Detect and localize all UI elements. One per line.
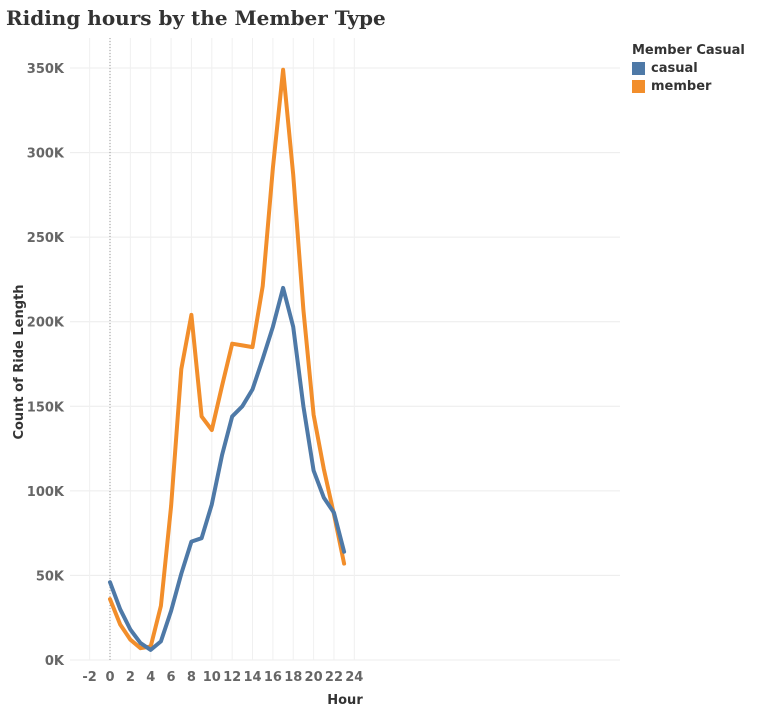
series-line-casual[interactable] (108, 285, 347, 652)
x-tick-label: 20 (305, 670, 323, 685)
legend-label-member: member (651, 79, 712, 94)
x-tick-label: 14 (243, 670, 261, 685)
y-tick-label: 350K (27, 62, 65, 77)
chart-title: Riding hours by the Member Type (6, 6, 386, 30)
x-tick-label: 4 (146, 670, 155, 685)
x-tick-label: 8 (187, 670, 196, 685)
legend-swatch-member (632, 80, 645, 93)
x-tick-label: 16 (264, 670, 282, 685)
grid-lines (70, 38, 620, 661)
y-tick-label: 50K (36, 569, 65, 584)
y-tick-label: 150K (27, 400, 65, 415)
legend-swatch-casual (632, 62, 645, 75)
legend-title: Member Casual (632, 43, 745, 58)
series-lines (108, 67, 347, 652)
y-tick-label: 100K (27, 485, 65, 500)
x-tick-label: 24 (345, 670, 363, 685)
legend-item-member[interactable]: member (632, 79, 745, 94)
x-tick-label: 22 (325, 670, 343, 685)
x-tick-label: 10 (203, 670, 221, 685)
y-tick-label: 250K (27, 231, 65, 246)
x-tick-label: 12 (223, 670, 241, 685)
x-tick-label: 2 (126, 670, 135, 685)
legend: Member Casual casual member (632, 43, 745, 94)
y-axis-ticks: 0K 50K 100K 150K 200K 250K 300K 350K (27, 62, 65, 669)
legend-label-casual: casual (651, 61, 698, 76)
series-line-member[interactable] (108, 67, 347, 651)
x-tick-label: 0 (105, 670, 114, 685)
legend-item-casual[interactable]: casual (632, 61, 745, 76)
y-tick-label: 200K (27, 316, 65, 331)
y-tick-label: 0K (45, 654, 65, 669)
x-tick-label: 6 (167, 670, 176, 685)
x-axis-title: Hour (327, 693, 363, 708)
x-axis-ticks: -2 0 2 4 6 8 10 12 14 16 18 20 22 24 (82, 670, 363, 685)
y-axis-title: Count of Ride Length (12, 284, 27, 439)
x-tick-label: -2 (82, 670, 96, 685)
x-tick-label: 18 (284, 670, 302, 685)
y-tick-label: 300K (27, 147, 65, 162)
